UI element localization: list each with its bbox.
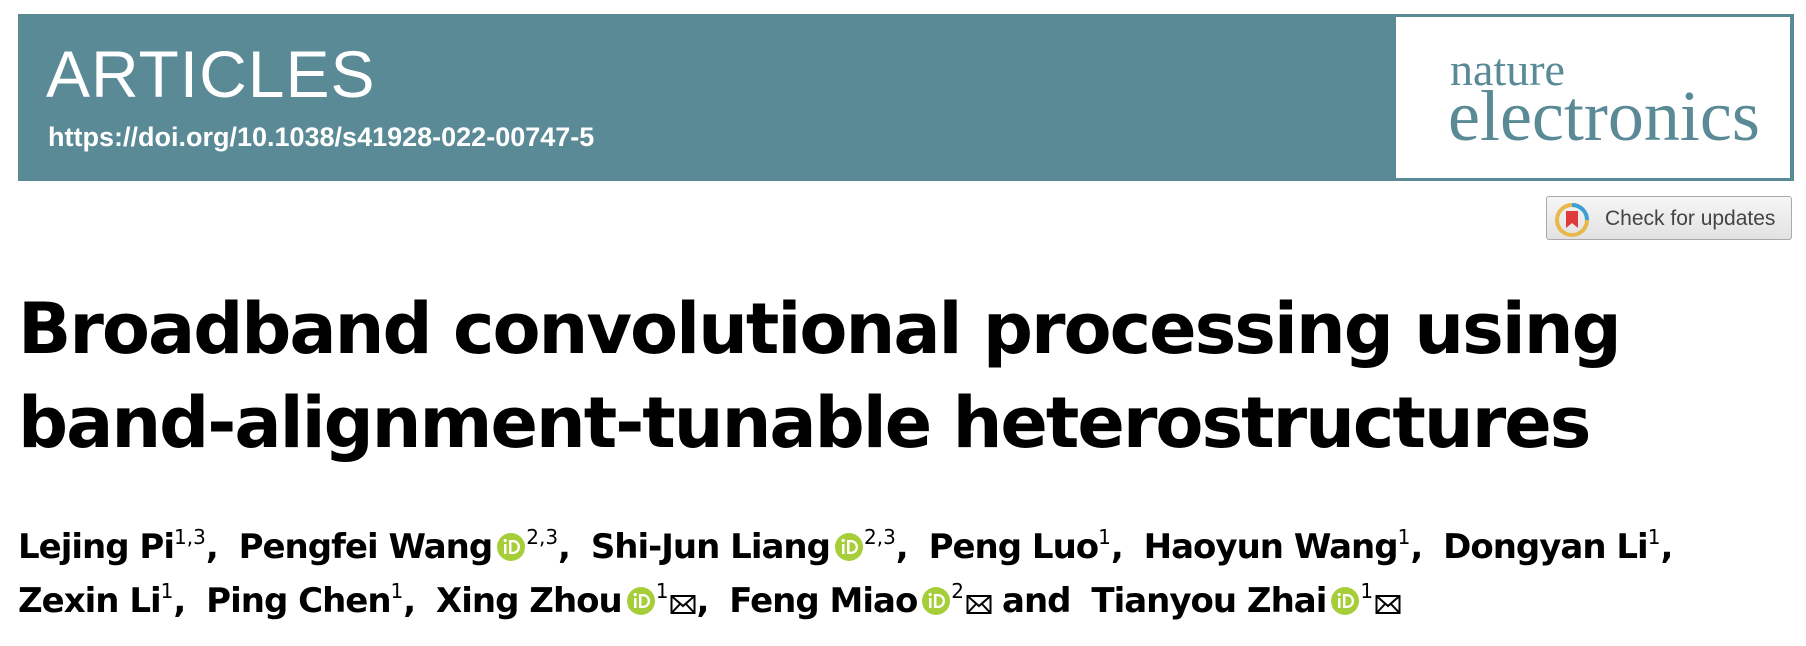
author-list: Lejing Pi1,3, Pengfei Wang 2,3, Shi-Jun L… bbox=[18, 520, 1778, 628]
orcid-icon[interactable] bbox=[921, 586, 951, 616]
affiliation: 1 bbox=[160, 579, 174, 603]
article-title: Broadband convolutional processing using… bbox=[18, 288, 1622, 464]
separator: , bbox=[173, 581, 186, 621]
author: Shi-Jun Liang 2,3, bbox=[591, 527, 918, 567]
doi-link[interactable]: https://doi.org/10.1038/s41928-022-00747… bbox=[48, 122, 595, 152]
author-name[interactable]: Xing Zhou bbox=[436, 581, 623, 621]
separator: , bbox=[558, 527, 571, 567]
author-name[interactable]: Haoyun Wang bbox=[1143, 527, 1399, 567]
separator: , bbox=[1410, 527, 1423, 567]
affiliation: 1 bbox=[1360, 579, 1374, 603]
author-name[interactable]: Dongyan Li bbox=[1443, 527, 1649, 567]
author: Feng Miao 2 and bbox=[729, 581, 1080, 621]
author-name[interactable]: Shi-Jun Liang bbox=[590, 527, 831, 567]
section-label: ARTICLES bbox=[46, 37, 376, 111]
author: Zexin Li1, bbox=[18, 581, 195, 621]
author-name[interactable]: Ping Chen bbox=[206, 581, 391, 621]
author-name[interactable]: Tianyou Zhai bbox=[1091, 581, 1327, 621]
affiliation: 1 bbox=[1397, 525, 1411, 549]
affiliation: 1 bbox=[390, 579, 404, 603]
separator: and bbox=[1002, 581, 1071, 621]
orcid-icon[interactable] bbox=[496, 532, 526, 562]
orcid-icon[interactable] bbox=[834, 532, 864, 562]
email-icon[interactable] bbox=[966, 594, 992, 616]
author-name[interactable]: Lejing Pi bbox=[18, 527, 175, 567]
author-name[interactable]: Pengfei Wang bbox=[238, 527, 494, 567]
affiliation: 1,3 bbox=[174, 525, 206, 549]
author: Ping Chen1, bbox=[206, 581, 425, 621]
author: Lejing Pi1,3, bbox=[18, 527, 228, 567]
separator: , bbox=[1660, 527, 1673, 567]
email-icon[interactable] bbox=[670, 594, 696, 616]
separator: , bbox=[403, 581, 416, 621]
author: Dongyan Li1, bbox=[1443, 527, 1682, 567]
check-updates-button[interactable]: Check for updates bbox=[1546, 196, 1792, 240]
affiliation: 1 bbox=[1098, 525, 1111, 549]
journal-name: electronics bbox=[1448, 76, 1760, 156]
author-name[interactable]: Peng Luo bbox=[928, 527, 1100, 567]
journal-logo[interactable]: nature electronics bbox=[1396, 17, 1790, 178]
author: Haoyun Wang1, bbox=[1144, 527, 1433, 567]
affiliation: 2 bbox=[951, 579, 965, 603]
author-name[interactable]: Feng Miao bbox=[729, 581, 918, 621]
separator: , bbox=[696, 581, 709, 621]
author: Tianyou Zhai 1 bbox=[1091, 581, 1401, 621]
affiliation: 1 bbox=[1647, 525, 1661, 549]
journal-name: nature bbox=[1450, 44, 1565, 95]
affiliation: 1 bbox=[655, 579, 669, 603]
button-label: Check for updates bbox=[1605, 207, 1776, 230]
orcid-icon[interactable] bbox=[626, 586, 656, 616]
affiliation: 2,3 bbox=[863, 525, 896, 549]
header-banner: ARTICLES https://doi.org/10.1038/s41928-… bbox=[18, 14, 1794, 181]
author-name[interactable]: Zexin Li bbox=[18, 581, 162, 621]
separator: , bbox=[895, 527, 909, 567]
email-icon[interactable] bbox=[1375, 594, 1401, 616]
update-icon bbox=[1555, 203, 1589, 237]
author: Pengfei Wang 2,3, bbox=[239, 527, 580, 567]
separator: , bbox=[1110, 527, 1124, 567]
author: Xing Zhou 1, bbox=[436, 581, 718, 621]
separator: , bbox=[205, 527, 219, 567]
author: Peng Luo1, bbox=[929, 527, 1133, 567]
orcid-icon[interactable] bbox=[1330, 586, 1360, 616]
affiliation: 2,3 bbox=[526, 525, 559, 549]
